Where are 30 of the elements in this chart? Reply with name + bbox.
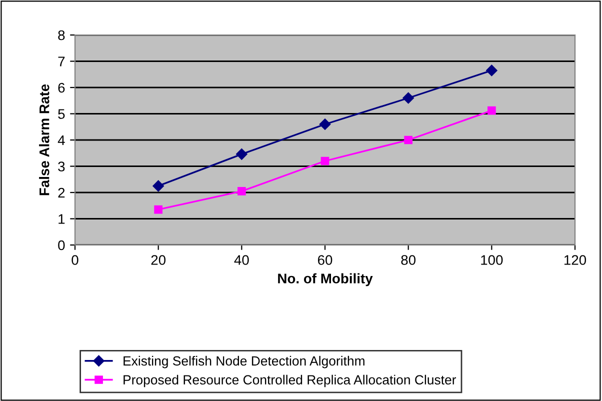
point: [402, 92, 414, 104]
x-tick-label: 40: [234, 255, 249, 265]
x-tick-label: 20: [151, 255, 166, 265]
x-tick-label: 120: [564, 255, 586, 265]
legend-label: Proposed Resource Controlled Replica Allocation Cluster: [124, 374, 456, 388]
legend-label: Existing Selfish Node Detection Algorithm: [124, 356, 364, 368]
point: [236, 148, 248, 160]
y-tick-label: 1: [58, 214, 65, 224]
point: [238, 187, 246, 196]
x-tick-label: 100: [481, 255, 503, 265]
point: [154, 205, 162, 214]
y-tick-label: 2: [58, 188, 65, 198]
x-axis-title: No. of Mobility: [278, 273, 373, 286]
point: [319, 118, 331, 130]
y-tick-label: 7: [58, 56, 65, 66]
y-tick-label: 5: [58, 109, 65, 119]
point: [404, 136, 412, 144]
point: [152, 180, 164, 192]
y-tick-label: 6: [58, 82, 65, 93]
x-tick-label: 0: [72, 255, 78, 265]
point: [320, 156, 330, 166]
point: [486, 64, 498, 76]
y-tick-label: 3: [58, 162, 65, 172]
x-tick-label: 80: [401, 255, 416, 265]
point: [488, 106, 496, 115]
y-axis-title: False Alarm Rate: [39, 84, 50, 196]
y-tick-label: 4: [58, 135, 65, 146]
x-tick-label: 60: [318, 255, 332, 265]
y-tick-label: 8: [58, 30, 65, 40]
y-tick-label: 0: [58, 240, 65, 250]
